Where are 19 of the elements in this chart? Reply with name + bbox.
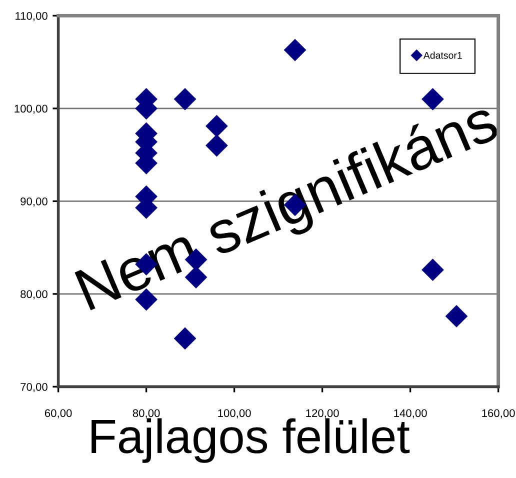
point <box>422 88 444 110</box>
x-tick-label: 100,00 <box>218 409 251 418</box>
point <box>445 305 468 328</box>
x-axis-title: Fajlagos felület <box>92 418 410 463</box>
x-tick-label: 80,00 <box>132 409 160 418</box>
point <box>422 258 444 282</box>
y-tick-label: 110,00 <box>16 12 48 22</box>
y-tick-label: 70,00 <box>20 382 48 392</box>
x-tick-label: 60,00 <box>44 409 72 418</box>
point <box>174 327 196 350</box>
x-tick-label: 140,00 <box>394 409 427 418</box>
y-tick-label: 80,00 <box>20 290 48 300</box>
x-tick-label: 160,00 <box>482 409 515 418</box>
x-tick-label: 120,00 <box>306 409 339 418</box>
legend-label: Adatsor1 <box>423 52 462 59</box>
y-tick-label: 100,00 <box>14 104 48 114</box>
y-tick-label: 90,00 <box>20 197 48 207</box>
point <box>174 88 196 110</box>
point <box>284 38 306 62</box>
